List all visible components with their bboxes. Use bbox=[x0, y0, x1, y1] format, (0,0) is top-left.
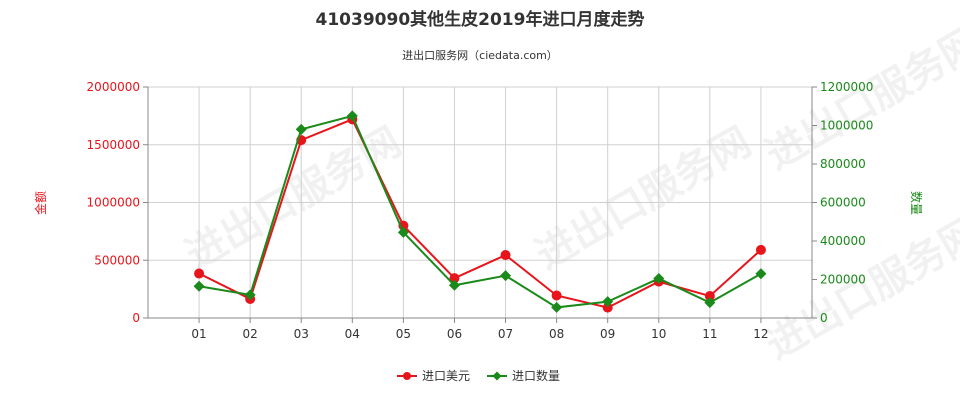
watermark-text: 进出口服务网 bbox=[178, 119, 409, 279]
data-point bbox=[551, 301, 563, 313]
y-left-tick-label: 1500000 bbox=[87, 138, 140, 152]
data-point bbox=[602, 296, 614, 308]
data-point bbox=[551, 290, 562, 301]
data-point bbox=[244, 289, 256, 301]
y-right-tick-label: 1000000 bbox=[820, 119, 873, 133]
legend: 进口美元 进口数量 bbox=[397, 368, 560, 383]
x-tick-label: 04 bbox=[345, 327, 360, 341]
legend-label: 进口数量 bbox=[512, 368, 560, 383]
data-point bbox=[500, 250, 511, 261]
y-axis-right-title: 数量 bbox=[909, 191, 924, 215]
data-point bbox=[653, 273, 665, 285]
legend-marker bbox=[492, 371, 502, 381]
y-left-tick-label: 1000000 bbox=[87, 196, 140, 210]
y-right-tick-label: 1200000 bbox=[820, 80, 873, 94]
y-right-tick-label: 800000 bbox=[820, 157, 866, 171]
data-point bbox=[704, 291, 715, 302]
data-point bbox=[449, 273, 460, 284]
x-tick-label: 07 bbox=[498, 327, 513, 341]
chart-subtitle: 进出口服务网（ciedata.com） bbox=[402, 48, 558, 62]
legend-item-quantity: 进口数量 bbox=[487, 368, 560, 383]
watermark-text: 进出口服务网 bbox=[528, 119, 759, 279]
legend-marker bbox=[403, 372, 411, 380]
data-point bbox=[193, 280, 205, 292]
y-right-tick-label: 600000 bbox=[820, 196, 866, 210]
x-tick-label: 02 bbox=[243, 327, 258, 341]
watermark-text: 进出口服务网 bbox=[758, 209, 960, 369]
y-right-tick-label: 400000 bbox=[820, 234, 866, 248]
x-tick-label: 12 bbox=[753, 327, 768, 341]
x-tick-label: 01 bbox=[191, 327, 206, 341]
data-point bbox=[500, 270, 512, 282]
y-left-tick-label: 500000 bbox=[94, 253, 140, 267]
x-tick-label: 06 bbox=[447, 327, 462, 341]
legend-item-amount: 进口美元 bbox=[397, 369, 470, 383]
series-line bbox=[198, 114, 762, 309]
x-tick-label: 09 bbox=[600, 327, 615, 341]
data-point bbox=[346, 110, 358, 122]
watermark-text: 进出口服务网 bbox=[758, 19, 960, 179]
series-quantity bbox=[193, 110, 767, 313]
x-tick-label: 11 bbox=[702, 327, 717, 341]
y-right-tick-label: 0 bbox=[820, 311, 828, 325]
data-point bbox=[448, 279, 460, 291]
y-left-tick-label: 0 bbox=[132, 311, 140, 325]
axis-layer: 0 500000 1000000 1500000 2000000 0 200000 40000… bbox=[33, 80, 924, 341]
x-tick-label: 05 bbox=[396, 327, 411, 341]
data-point bbox=[397, 226, 409, 238]
x-tick-label: 10 bbox=[651, 327, 666, 341]
data-point bbox=[704, 297, 716, 309]
data-point bbox=[194, 268, 205, 279]
chart-title: 41039090其他生皮2019年进口月度走势 bbox=[316, 9, 645, 30]
series-layer bbox=[193, 110, 767, 313]
data-point bbox=[295, 123, 307, 135]
legend-label: 进口美元 bbox=[422, 369, 470, 383]
data-point bbox=[755, 244, 766, 255]
y-axis-left-title: 金额 bbox=[33, 191, 48, 215]
series-line bbox=[198, 118, 762, 309]
x-tick-label: 03 bbox=[294, 327, 309, 341]
data-point bbox=[755, 268, 767, 280]
x-tick-label: 08 bbox=[549, 327, 564, 341]
y-left-tick-label: 2000000 bbox=[87, 80, 140, 94]
grid-layer bbox=[148, 86, 813, 319]
data-point bbox=[602, 302, 613, 313]
y-right-tick-label: 200000 bbox=[820, 273, 866, 287]
